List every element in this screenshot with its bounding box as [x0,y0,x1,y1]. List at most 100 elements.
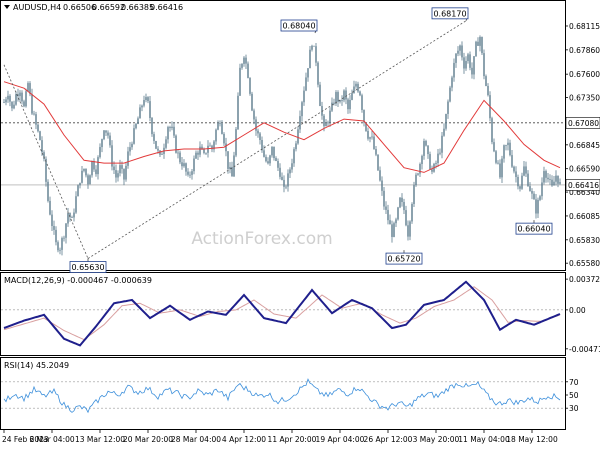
candle-body [211,145,213,150]
candle-body [97,157,99,175]
candle-body [345,90,347,100]
chart-header: AUDUSD,H4 0.66506 0.66592 0.66385 0.6641… [4,3,183,12]
candle-body [371,136,373,138]
candle-body [313,45,315,47]
price-tick-label: 0.66085 [569,212,600,221]
candle-body [71,217,73,218]
candle-body [145,97,147,101]
candle-body [483,53,485,77]
candle-body [73,212,75,218]
candle-body [315,46,317,63]
candle-body [359,91,361,96]
candle-body [7,95,9,100]
candle-body [77,185,79,197]
candle-body [167,127,169,140]
candle-body [547,177,549,180]
candle-body [395,219,397,224]
candle-body [215,129,217,142]
candle-body [307,68,309,78]
time-tick-label: 18 May 12:00 [506,435,558,444]
open-value: 0.66506 [63,3,96,12]
candle-body [57,242,59,251]
close-value: 0.66416 [150,3,183,12]
candle-body [103,130,105,140]
candle-body [555,175,557,182]
candle-body [285,186,287,188]
candle-body [289,169,291,174]
time-tick-label: 4 Apr 12:00 [222,435,266,444]
candle-body [347,99,349,110]
candle-body [309,49,311,69]
candle-body [195,152,197,159]
candle-body [367,130,369,139]
candle-body [405,210,407,226]
candle-body [497,162,499,164]
candle-body [505,145,507,146]
candle-body [49,200,51,215]
candle-body [545,171,547,178]
candle-body [205,152,207,154]
candle-body [455,53,457,63]
rsi-tick-label: 70 [569,378,579,387]
candle-body [183,163,185,167]
candle-body [19,92,21,97]
candle-body [107,132,109,136]
candle-body [365,122,367,131]
candle-body [29,83,31,95]
candle-body [377,154,379,171]
candle-body [11,101,13,109]
candle-body [271,146,273,156]
rsi-label: RSI(14) 45.2049 [4,361,69,370]
candle-body [207,145,209,153]
candle-body [291,163,293,170]
candle-body [559,182,561,184]
candle-body [397,207,399,220]
candle-body [355,83,357,87]
candle-body [479,37,481,46]
candle-body [189,174,191,176]
candle-body [261,140,263,151]
candle-body [93,160,95,170]
candle-body [139,107,141,119]
macd-label: MACD(12,26,9) -0.000467 -0.000639 [4,276,152,285]
candle-body [487,85,489,96]
candle-body [319,84,321,106]
candle-body [281,176,283,180]
candle-body [325,123,327,127]
candle-body [51,214,53,226]
candle-body [363,109,365,123]
candle-body [65,223,67,238]
candle-body [239,67,241,96]
price-panel-frame [0,0,566,271]
candle-body [173,126,175,136]
current-price-tag [565,179,600,191]
candle-body [449,87,451,102]
candle-body [175,135,177,153]
annotation-label: 0.66040 [517,225,550,234]
candle-body [451,77,453,88]
candle-body [21,92,23,102]
rsi-tick-label: 30 [569,404,579,413]
price-candles [3,35,561,256]
candle-body [341,99,343,101]
rsi-line [3,378,561,414]
candle-body [235,129,237,156]
candle-body [531,191,533,194]
candle-body [525,166,527,174]
candle-body [417,173,419,175]
candle-body [179,152,181,163]
candle-body [47,181,49,201]
candle-body [95,169,97,175]
candle-body [549,179,551,180]
candle-body [5,99,7,103]
candle-body [55,229,57,243]
candle-body [353,86,355,94]
time-tick-label: 19 Apr 04:00 [316,435,365,444]
candle-body [321,105,323,116]
candle-body [311,45,313,50]
candle-body [41,140,43,153]
candle-body [543,171,545,183]
price-tick-label: 0.67600 [569,70,600,79]
low-value: 0.66385 [121,3,154,12]
candle-body [69,213,71,218]
